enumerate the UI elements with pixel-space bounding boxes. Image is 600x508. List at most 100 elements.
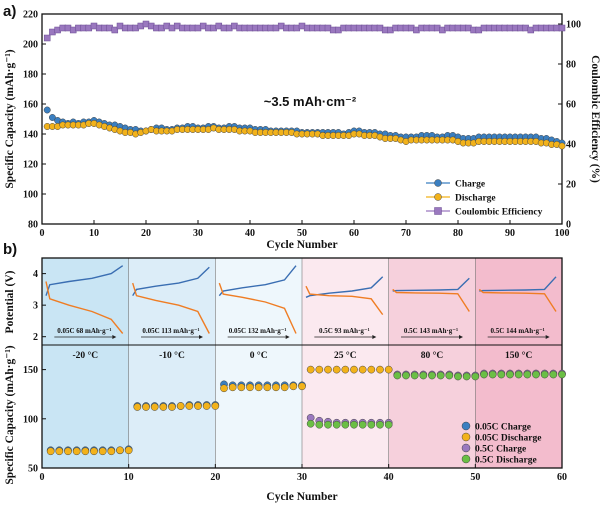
panel-a-y-ticks: 80 100 120 140 160 180 200 220 [23, 10, 46, 231]
data-point [324, 420, 332, 429]
data-point [332, 420, 341, 429]
series-0-5c-discharge [306, 370, 566, 429]
data-point [220, 384, 228, 393]
curve-label: 0.5C 144 mAh·g⁻¹ [491, 327, 545, 335]
data-point [358, 365, 367, 374]
data-point [558, 370, 566, 379]
data-point [341, 365, 350, 374]
curve-arrowhead [545, 335, 550, 339]
temperature-band [302, 258, 389, 468]
data-point [315, 420, 324, 429]
discharge-curve [218, 282, 297, 334]
y-tick-label: 160 [23, 100, 38, 111]
data-point [540, 370, 549, 379]
data-point [350, 365, 358, 374]
panel-a-annotation: ~3.5 mAh·cm⁻² [264, 94, 357, 109]
legend-label: Charge [455, 180, 485, 190]
temperature-label: -20 °C [72, 350, 98, 361]
data-point [176, 402, 185, 410]
data-point [263, 383, 272, 392]
panel-b-x-ticks: 0 10 20 30 40 50 60 [40, 464, 567, 483]
data-point [168, 403, 176, 411]
panel-a: a) 0 10 20 30 40 50 60 70 80 90 100 80 100 120 140 160… [3, 3, 600, 251]
panel-a-y-label: Specific Capacity (mAh·g⁻¹) [4, 49, 16, 188]
data-point [428, 371, 436, 380]
y-tick-label: 50 [28, 464, 38, 475]
temperature-label: 25 °C [334, 350, 357, 361]
legend-label: Discharge [455, 194, 496, 204]
data-point [376, 420, 384, 429]
data-point [532, 370, 540, 379]
charge-curve [305, 276, 384, 298]
temperature-label: -10 °C [159, 350, 185, 361]
data-point [471, 372, 480, 381]
curve-label: 0.05C 68 mAh·g⁻¹ [57, 327, 111, 335]
legend-circle-icon [461, 432, 471, 442]
y-tick-label: 150 [23, 365, 38, 376]
data-point [419, 371, 428, 380]
charge-point [48, 114, 56, 121]
data-point [298, 382, 306, 391]
panel-a-label: a) [3, 3, 16, 20]
x-tick-label: 30 [297, 472, 307, 483]
charge-point [43, 106, 51, 114]
curve-label: 0.05C 132 mAh·g⁻¹ [229, 327, 287, 335]
panel-b: b) 0.05C 68 mAh·g⁻¹ 0.05C 113 mAh·g⁻¹ 0.05… [3, 241, 567, 503]
x-tick-label: 20 [141, 228, 151, 239]
x-tick-label: 70 [401, 228, 411, 239]
discharge-curve [392, 288, 470, 312]
data-point [367, 365, 376, 374]
panel-a-legend: Charge Discharge Coulombic Efficiency [426, 179, 543, 218]
panel-a-marks [43, 20, 566, 150]
y2-tick-label: 20 [566, 180, 576, 191]
data-point [324, 365, 332, 374]
series-discharge [43, 120, 566, 150]
x-tick-label: 10 [124, 472, 134, 483]
data-point [133, 403, 142, 411]
y-tick-label: 120 [23, 160, 38, 171]
legend-label: 0.05C Charge [475, 423, 531, 433]
data-point [358, 420, 367, 429]
data-point [523, 370, 532, 379]
data-point [289, 382, 298, 391]
curve-arrowhead [112, 335, 117, 339]
data-point [211, 402, 220, 410]
y2-tick-label: 40 [566, 140, 576, 151]
data-point [64, 447, 72, 456]
data-point [445, 371, 454, 380]
x-tick-label: 40 [384, 472, 394, 483]
curve-label: 0.5C 93 mAh·g⁻¹ [319, 327, 370, 335]
data-point [410, 371, 419, 380]
data-point [436, 371, 445, 380]
discharge-curve [305, 285, 384, 316]
legend-square-icon [434, 207, 442, 215]
data-point [272, 383, 280, 392]
panel-b-inset-y-label: Potential (V) [4, 270, 16, 333]
curve-arrowhead [285, 335, 290, 339]
x-tick-label: 0 [40, 472, 45, 483]
panel-b-y-label: Specific Capacity (mAh·g⁻¹) [4, 345, 16, 484]
y-tick-label: 200 [23, 40, 38, 51]
legend-label: 0.5C Discharge [475, 456, 537, 466]
panel-b-y-ticks: 50 100 150 [23, 365, 46, 475]
discharge-curve [45, 281, 124, 334]
data-point [98, 447, 107, 456]
data-point [107, 447, 116, 456]
data-point [402, 371, 410, 380]
series-0-05c-0-5c-charge-upper-0-5c-at-25-c- [306, 365, 393, 374]
data-point [194, 402, 202, 410]
data-point [280, 383, 289, 392]
x-tick-label: 100 [555, 228, 570, 239]
temperature-band [42, 258, 129, 468]
data-point [549, 370, 558, 379]
x-tick-label: 60 [557, 472, 567, 483]
data-point [462, 372, 471, 381]
panel-a-x-label: Cycle Number [266, 239, 337, 251]
inset-y-tick-label: 2 [33, 332, 38, 343]
inset-y-tick-label: 3 [33, 301, 38, 312]
temperature-label: 80 °C [421, 350, 444, 361]
data-point [142, 403, 150, 411]
legend-circle-icon [461, 421, 471, 431]
